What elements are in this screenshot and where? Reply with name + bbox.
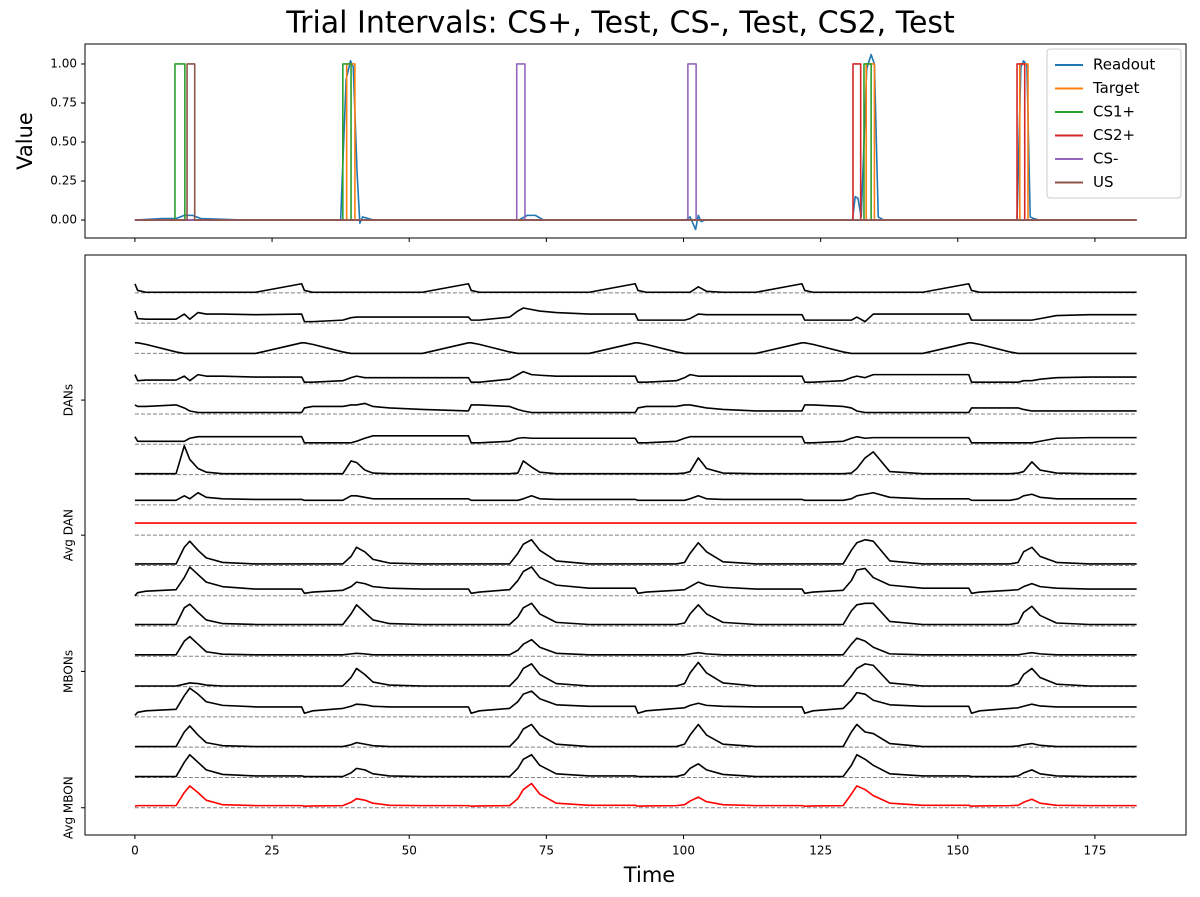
x-tick-label: 125 [809, 844, 832, 858]
legend-label: CS2+ [1093, 126, 1135, 144]
y-tick-label: 0.25 [50, 174, 77, 188]
y-tick-label: 0.50 [50, 135, 77, 149]
axes-frame [84, 254, 1187, 836]
series-line [134, 723, 1137, 748]
y-tick-label: 0.75 [50, 95, 77, 109]
x-tick-label: 25 [264, 844, 279, 858]
series-line [134, 63, 1137, 221]
series-line [134, 63, 1137, 221]
x-tick-label: 0 [131, 844, 139, 858]
series-line [134, 782, 1137, 808]
series-line [134, 661, 1137, 687]
series-line [134, 445, 1137, 475]
legend-label: Target [1092, 79, 1140, 97]
chart-title: Trial Intervals: CS+, Test, CS-, Test, C… [285, 6, 955, 41]
y-tick-label: DANs [62, 384, 76, 416]
x-tick-label: 100 [672, 844, 695, 858]
series-line [134, 687, 1137, 716]
series-line [134, 635, 1137, 656]
legend-label: CS1+ [1093, 103, 1135, 121]
x-tick-label: 150 [946, 844, 969, 858]
y-tick-label: MBONs [62, 650, 76, 693]
series-line [134, 753, 1137, 778]
series-line [134, 435, 1137, 444]
series-line [134, 566, 1137, 597]
y-tick-label: Avg MBON [62, 776, 76, 839]
x-tick-label: 50 [402, 844, 417, 858]
legend-label: CS- [1093, 150, 1118, 168]
series-line [134, 342, 1137, 355]
series-line [134, 307, 1137, 323]
series-line [134, 282, 1137, 294]
series-line [134, 491, 1137, 502]
y-axis-label: Value [13, 112, 37, 170]
y-tick-label: 1.00 [50, 56, 77, 70]
series-line [134, 538, 1137, 565]
x-axis-label: Time [623, 863, 675, 887]
legend-label: Readout [1093, 56, 1155, 74]
legend-box [1046, 48, 1182, 199]
series-line [134, 370, 1137, 384]
series-line [134, 602, 1137, 626]
axes-frame [84, 43, 1187, 239]
y-tick-label: Avg DAN [62, 509, 76, 561]
x-tick-label: 75 [539, 844, 554, 858]
legend-label: US [1093, 173, 1114, 191]
y-tick-label: 0.00 [50, 213, 77, 227]
series-line [134, 402, 1137, 414]
x-tick-label: 175 [1083, 844, 1106, 858]
